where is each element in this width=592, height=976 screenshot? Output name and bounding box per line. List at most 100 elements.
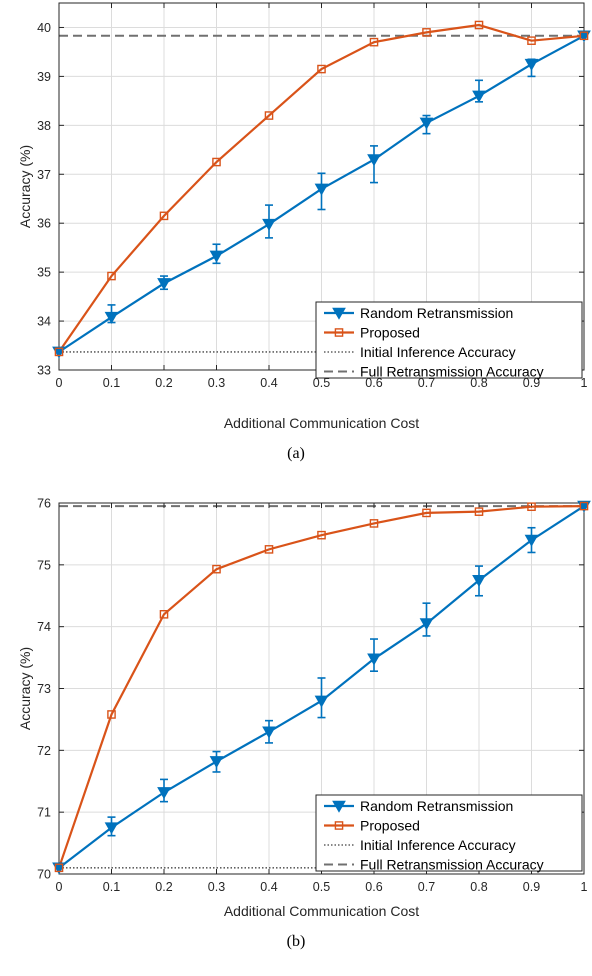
x-tick-label: 0.6 xyxy=(365,376,382,390)
legend-label: Proposed xyxy=(360,818,420,834)
y-tick-label: 36 xyxy=(37,217,51,231)
x-tick-label: 0.7 xyxy=(418,376,435,390)
proposed-point xyxy=(264,545,274,554)
x-axis-label: Additional Communication Cost xyxy=(224,415,419,431)
figure-caption: (a) xyxy=(287,445,305,462)
random-retransmission-point xyxy=(524,534,539,547)
random-retransmission-point xyxy=(472,574,486,587)
proposed-point xyxy=(474,20,484,30)
y-tick-label: 40 xyxy=(37,21,51,35)
x-tick-label: 0.4 xyxy=(260,376,277,390)
y-tick-label: 73 xyxy=(37,682,51,696)
random-retransmission-point xyxy=(209,756,224,769)
random-retransmission-point xyxy=(419,618,434,631)
proposed-point xyxy=(579,31,589,41)
x-tick-label: 0.8 xyxy=(470,880,487,894)
x-tick-label: 0.1 xyxy=(103,376,120,390)
x-tick-label: 0.9 xyxy=(523,880,540,894)
x-tick-label: 1 xyxy=(581,376,588,390)
random-retransmission-point xyxy=(524,58,539,71)
y-tick-label: 70 xyxy=(37,868,51,882)
proposed-point xyxy=(212,564,221,574)
random-retransmission-point xyxy=(472,90,486,103)
y-tick-label: 75 xyxy=(37,558,51,572)
y-tick-label: 38 xyxy=(37,119,51,133)
y-tick-label: 35 xyxy=(37,266,51,280)
x-tick-label: 0.3 xyxy=(208,880,225,894)
proposed-point xyxy=(422,508,431,518)
proposed-point xyxy=(264,111,274,120)
random-retransmission-point xyxy=(314,695,329,708)
x-axis-label: Additional Communication Cost xyxy=(224,903,419,919)
y-tick-label: 33 xyxy=(37,364,51,378)
proposed-point xyxy=(317,530,326,540)
random-retransmission-point xyxy=(262,218,276,231)
y-axis-label: Accuracy (%) xyxy=(17,145,33,228)
legend-box xyxy=(315,301,583,379)
proposed-point xyxy=(527,36,536,45)
proposed-point xyxy=(527,502,536,512)
proposed-line xyxy=(58,23,585,353)
legend-label: Random Retransmission xyxy=(360,798,513,814)
legend-marker-proposed xyxy=(334,328,344,337)
proposed-point xyxy=(54,863,64,873)
random-retransmission-point xyxy=(209,250,224,263)
y-tick-label: 39 xyxy=(37,70,51,84)
random-retransmission-point xyxy=(367,154,381,167)
x-tick-label: 0 xyxy=(56,376,63,390)
proposed-point xyxy=(422,28,431,37)
random-retransmission-point xyxy=(104,822,119,835)
y-axis-label: Accuracy (%) xyxy=(17,647,33,730)
legend-label: Random Retransmission xyxy=(360,305,513,321)
x-tick-label: 0.2 xyxy=(155,376,172,390)
y-tick-label: 34 xyxy=(37,315,51,329)
y-tick-label: 37 xyxy=(37,168,51,182)
figure-caption: (b) xyxy=(287,933,306,950)
x-tick-label: 0.5 xyxy=(313,376,330,390)
proposed-point xyxy=(159,610,169,619)
x-tick-label: 1 xyxy=(581,880,588,894)
x-tick-label: 0.4 xyxy=(260,880,277,894)
legend-marker-random xyxy=(332,800,346,813)
x-tick-label: 0.2 xyxy=(155,880,172,894)
proposed-point xyxy=(369,37,379,47)
proposed-point xyxy=(212,157,221,167)
x-tick-label: 0.6 xyxy=(365,880,382,894)
legend-label: Initial Inference Accuracy xyxy=(360,344,516,360)
random-retransmission-point xyxy=(157,787,171,800)
legend-marker-proposed xyxy=(334,821,344,830)
y-tick-label: 76 xyxy=(37,497,51,511)
proposed-point xyxy=(107,271,116,281)
random-retransmission-point xyxy=(367,653,381,666)
x-tick-label: 0 xyxy=(56,880,63,894)
proposed-point xyxy=(474,507,484,516)
random-retransmission-point xyxy=(157,278,171,291)
proposed-point xyxy=(107,710,116,719)
proposed-point xyxy=(369,519,379,528)
chart-a: 0 0.1 0.2 0.3 0.4 0.5 0.6 0.7 0.8 0.9 1 33 34 35 36 37 3… xyxy=(17,2,591,462)
y-tick-label: 71 xyxy=(37,806,51,820)
chart-b: 0 0.1 0.2 0.3 0.4 0.5 0.6 0.7 0.8 0.9 1 70 71 72 73 74 7… xyxy=(17,497,591,950)
proposed-line xyxy=(57,504,585,869)
y-tick-label: 72 xyxy=(37,744,51,758)
random-retransmission-point xyxy=(262,726,276,739)
random-retransmission-point xyxy=(104,311,119,324)
random-retransmission-point xyxy=(419,117,434,130)
x-tick-label: 0.7 xyxy=(418,880,435,894)
legend-marker-random xyxy=(332,307,346,320)
x-tick-label: 0.1 xyxy=(103,880,120,894)
legend-label: Full Retransmission Accuracy xyxy=(360,364,544,380)
proposed-point xyxy=(159,211,169,221)
x-tick-label: 0.9 xyxy=(523,376,540,390)
legend-box xyxy=(315,794,583,872)
legend-label: Initial Inference Accuracy xyxy=(360,837,516,853)
x-tick-label: 0.8 xyxy=(470,376,487,390)
proposed-point xyxy=(579,501,589,511)
x-tick-label: 0.5 xyxy=(313,880,330,894)
y-tick-label: 74 xyxy=(37,620,51,634)
x-tick-label: 0.3 xyxy=(208,376,225,390)
legend-label: Full Retransmission Accuracy xyxy=(360,857,544,873)
proposed-point xyxy=(54,347,64,357)
proposed-point xyxy=(317,64,326,74)
